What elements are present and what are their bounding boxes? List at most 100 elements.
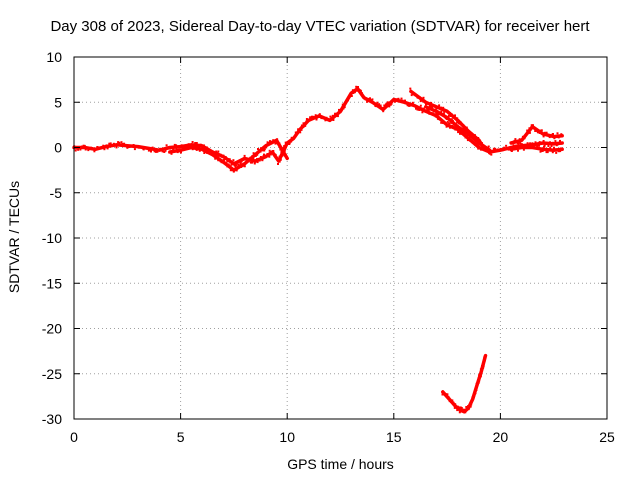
data-point <box>101 146 104 149</box>
data-point <box>349 93 352 96</box>
data-point <box>195 142 198 144</box>
data-point <box>272 150 275 152</box>
data-point <box>534 130 537 132</box>
data-point <box>416 96 419 99</box>
data-point <box>341 108 343 111</box>
data-point <box>117 141 120 144</box>
data-point <box>267 142 270 144</box>
data-point <box>234 165 237 168</box>
data-point <box>517 149 519 152</box>
data-point <box>247 158 250 161</box>
data-point <box>302 122 305 125</box>
data-point <box>526 146 529 149</box>
data-point <box>228 159 231 162</box>
data-point <box>253 162 256 165</box>
data-point <box>557 136 560 139</box>
data-point <box>315 118 318 121</box>
data-point <box>302 125 305 128</box>
data-point <box>458 128 461 131</box>
data-point <box>210 151 213 154</box>
data-point <box>249 156 252 159</box>
data-point <box>151 146 154 149</box>
data-point <box>277 158 280 161</box>
data-point <box>297 131 299 134</box>
data-point <box>341 103 344 106</box>
data-point <box>126 146 129 149</box>
data-point <box>286 142 289 145</box>
data-point <box>468 405 471 407</box>
data-point <box>237 166 239 169</box>
data-point <box>243 165 246 168</box>
data-point <box>128 145 131 148</box>
data-point <box>481 142 483 145</box>
x-tick-label: 5 <box>177 429 185 445</box>
data-point <box>170 146 173 149</box>
data-point <box>545 131 548 134</box>
data-point <box>447 395 450 398</box>
data-point <box>339 111 342 114</box>
data-point <box>338 108 340 111</box>
data-point <box>318 114 321 117</box>
data-point <box>227 163 230 166</box>
data-point <box>480 148 483 151</box>
data-point <box>481 365 483 367</box>
data-point <box>193 143 196 146</box>
data-point <box>445 110 448 113</box>
data-point <box>456 121 459 124</box>
data-point <box>262 155 265 157</box>
data-point <box>424 109 427 112</box>
data-point <box>246 157 249 160</box>
data-point <box>432 109 435 112</box>
data-point <box>292 137 295 140</box>
data-point <box>483 148 486 151</box>
data-point <box>309 116 312 119</box>
y-tick-label: 0 <box>54 140 62 156</box>
data-point <box>514 138 517 141</box>
data-point <box>176 151 179 154</box>
data-point <box>256 158 258 161</box>
data-point <box>513 139 516 142</box>
data-point <box>431 106 433 109</box>
data-point <box>336 115 339 118</box>
data-point <box>329 115 332 118</box>
data-point <box>457 131 460 134</box>
data-point <box>377 105 380 108</box>
data-point <box>197 146 200 149</box>
y-tick-label: -15 <box>42 275 62 291</box>
data-point <box>226 160 229 163</box>
data-point <box>507 148 510 151</box>
data-point <box>285 156 288 159</box>
data-point <box>102 144 105 147</box>
data-point <box>453 406 456 409</box>
data-point <box>458 122 460 125</box>
data-point <box>484 355 487 358</box>
data-point <box>297 128 300 131</box>
data-point <box>551 151 554 154</box>
data-point <box>191 141 194 143</box>
data-point <box>470 403 473 406</box>
data-point <box>412 103 415 106</box>
data-point <box>476 385 478 388</box>
data-point <box>478 379 481 382</box>
data-point <box>279 158 282 161</box>
data-point <box>473 394 476 397</box>
data-point <box>167 147 169 150</box>
data-point <box>475 138 477 141</box>
data-point <box>455 123 458 126</box>
data-point <box>432 112 435 115</box>
data-point <box>546 134 549 137</box>
data-point <box>503 146 506 149</box>
data-point <box>202 144 205 147</box>
data-point <box>553 137 556 140</box>
data-point <box>257 148 259 150</box>
data-point <box>448 400 451 403</box>
data-point <box>310 115 313 118</box>
data-point <box>219 153 222 156</box>
data-point <box>411 93 414 95</box>
data-point <box>361 94 364 97</box>
data-point <box>452 401 455 404</box>
data-point <box>222 159 225 162</box>
data-point <box>254 155 257 157</box>
data-point <box>524 146 526 149</box>
